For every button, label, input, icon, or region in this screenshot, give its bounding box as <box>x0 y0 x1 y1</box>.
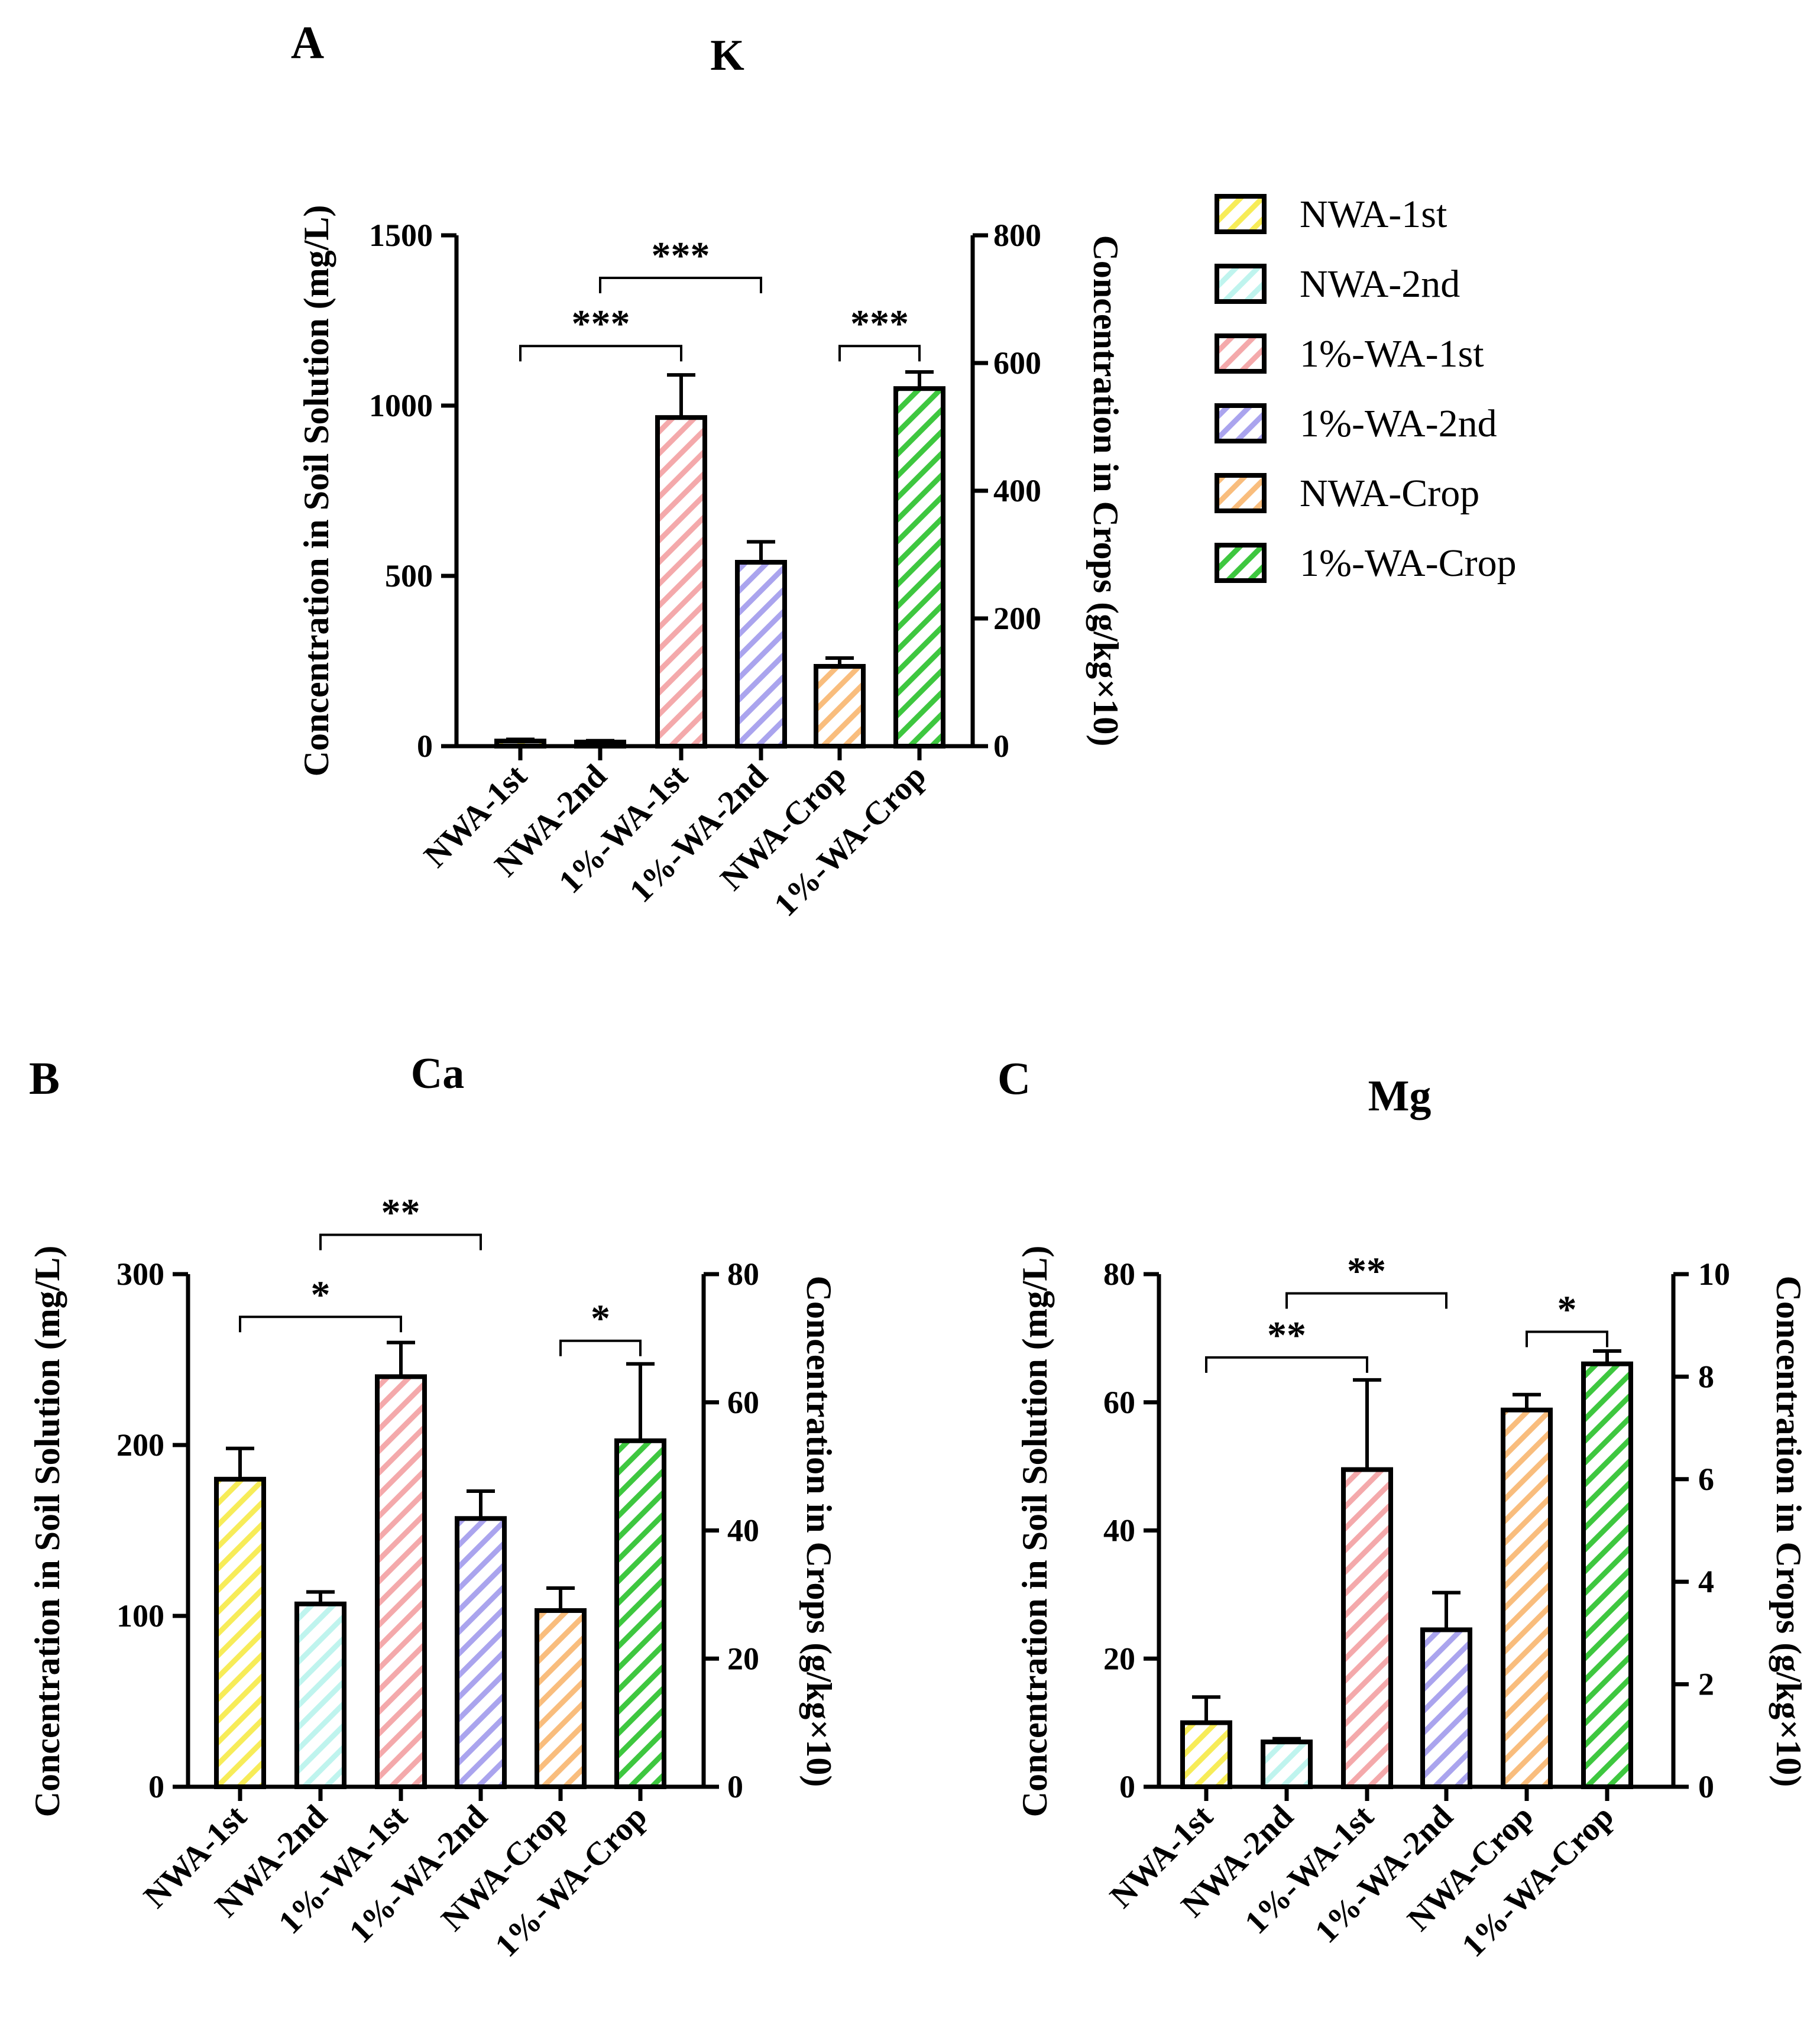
significance-label: ** <box>1347 1250 1386 1293</box>
legend: NWA-1st NWA-2nd 1%-WA-1st 1%-WA-2nd NWA-Crop… <box>1215 193 1517 585</box>
legend-swatch-1pct-wa-1st <box>1215 333 1267 374</box>
panel-letter: B <box>29 1052 60 1104</box>
legend-swatch-nwa-2nd <box>1215 264 1267 304</box>
chart-panel-a: A K 0 500 1000 1500 0 200 400 600 800 Concentration… <box>291 17 1125 924</box>
chart-title: Ca <box>411 1049 464 1098</box>
left-tick-label: 40 <box>1103 1513 1135 1548</box>
right-axis-label: Concentration in Crops (g/kg×10) <box>1769 1276 1808 1787</box>
bar-nwa-1st <box>494 738 546 749</box>
right-tick-label: 8 <box>1698 1359 1714 1394</box>
bar-1pct-wa-2nd <box>1420 1627 1472 1789</box>
significance-label: *** <box>652 234 710 277</box>
legend-label-1pct-wa-1st: 1%-WA-1st <box>1300 332 1484 375</box>
chart-title: K <box>710 31 744 80</box>
left-tick-label: 500 <box>385 558 433 594</box>
significance-bracket <box>559 1339 642 1356</box>
bar-nwa-2nd <box>574 740 626 749</box>
significance-label: * <box>591 1297 610 1340</box>
bar-1pct-wa-1st <box>1341 1467 1393 1789</box>
bar-1pct-wa-crop <box>893 386 945 749</box>
significance-label: ** <box>381 1191 420 1235</box>
significance-bracket <box>599 277 762 293</box>
left-tick-label: 0 <box>148 1769 164 1805</box>
left-tick-label: 1500 <box>369 218 433 253</box>
bar-1pct-wa-1st <box>655 415 707 749</box>
bar-1pct-wa-crop <box>614 1438 666 1789</box>
right-tick-label: 4 <box>1698 1564 1714 1599</box>
significance-bracket <box>239 1316 402 1333</box>
bar-nwa-crop <box>814 664 866 749</box>
legend-label-nwa-crop: NWA-Crop <box>1300 472 1479 515</box>
right-tick-label: 40 <box>727 1513 759 1548</box>
panel-letter: A <box>291 17 324 68</box>
x-tick-label: 1%-WA-2nd <box>1308 1798 1460 1950</box>
bar-nwa-crop <box>1501 1407 1553 1789</box>
legend-label-1pct-wa-crop: 1%-WA-Crop <box>1300 542 1517 585</box>
significance-bracket <box>519 345 682 362</box>
left-tick-label: 80 <box>1103 1256 1135 1292</box>
left-tick-label: 0 <box>1119 1769 1135 1805</box>
bar-nwa-2nd <box>294 1601 346 1790</box>
right-tick-label: 800 <box>993 218 1041 253</box>
right-tick-label: 0 <box>727 1769 743 1805</box>
significance-label: ** <box>1267 1314 1306 1357</box>
left-tick-label: 20 <box>1103 1641 1135 1676</box>
bar-1pct-wa-2nd <box>455 1516 507 1790</box>
bar-nwa-2nd <box>1261 1739 1313 1789</box>
significance-bracket <box>1205 1356 1368 1373</box>
left-tick-label: 60 <box>1103 1385 1135 1420</box>
significance-bracket <box>1285 1292 1447 1309</box>
chart-panel-c: C Mg 0 20 40 60 80 0 2 4 6 8 10 Concentration in Soil… <box>998 1052 1808 1964</box>
significance-label: * <box>311 1273 331 1316</box>
significance-bracket <box>1526 1330 1608 1347</box>
left-axis-label: Concentration in Soil Solution (mg/L) <box>1015 1246 1054 1818</box>
right-axis-label: Concentration in Crops (g/kg×10) <box>799 1276 838 1787</box>
right-tick-label: 600 <box>993 345 1041 381</box>
right-tick-label: 80 <box>727 1256 759 1292</box>
right-tick-label: 10 <box>1698 1256 1730 1292</box>
left-tick-label: 100 <box>116 1598 164 1634</box>
left-axis-label: Concentration in Soil Solution (mg/L) <box>297 205 336 777</box>
right-tick-label: 60 <box>727 1385 759 1420</box>
left-tick-label: 0 <box>417 728 433 764</box>
significance-bracket <box>319 1233 482 1251</box>
bar-1pct-wa-2nd <box>735 559 787 749</box>
bar-nwa-1st <box>1180 1720 1232 1789</box>
right-tick-label: 6 <box>1698 1462 1714 1497</box>
bar-nwa-1st <box>214 1476 266 1790</box>
significance-label: * <box>1557 1288 1577 1332</box>
legend-swatch-nwa-1st <box>1215 194 1267 234</box>
bar-nwa-crop <box>535 1608 587 1789</box>
legend-label-nwa-1st: NWA-1st <box>1300 193 1447 236</box>
legend-swatch-1pct-wa-crop <box>1215 543 1267 583</box>
legend-label-nwa-2nd: NWA-2nd <box>1300 263 1460 306</box>
legend-swatch-nwa-crop <box>1215 473 1267 513</box>
left-tick-label: 300 <box>116 1256 164 1292</box>
right-tick-label: 2 <box>1698 1667 1714 1702</box>
right-tick-label: 0 <box>993 728 1009 764</box>
right-tick-label: 200 <box>993 601 1041 636</box>
chart-title: Mg <box>1368 1072 1432 1120</box>
significance-label: *** <box>850 302 909 345</box>
bar-1pct-wa-1st <box>375 1374 427 1789</box>
legend-label-1pct-wa-2nd: 1%-WA-2nd <box>1300 402 1497 445</box>
right-tick-label: 20 <box>727 1641 759 1676</box>
right-axis-label: Concentration in Crops (g/kg×10) <box>1086 235 1125 747</box>
right-tick-label: 400 <box>993 473 1041 508</box>
chart-panel-b: B Ca 0 100 200 300 0 20 40 60 80 Concentration in S… <box>28 1049 838 1964</box>
significance-label: *** <box>572 302 630 345</box>
left-tick-label: 1000 <box>369 388 433 423</box>
panel-letter: C <box>998 1052 1031 1104</box>
left-tick-label: 200 <box>116 1427 164 1463</box>
bar-1pct-wa-crop <box>1581 1361 1633 1790</box>
legend-swatch-1pct-wa-2nd <box>1215 403 1267 443</box>
right-tick-label: 0 <box>1698 1769 1714 1805</box>
significance-bracket <box>838 345 921 362</box>
left-axis-label: Concentration in Soil Solution (mg/L) <box>28 1246 67 1818</box>
